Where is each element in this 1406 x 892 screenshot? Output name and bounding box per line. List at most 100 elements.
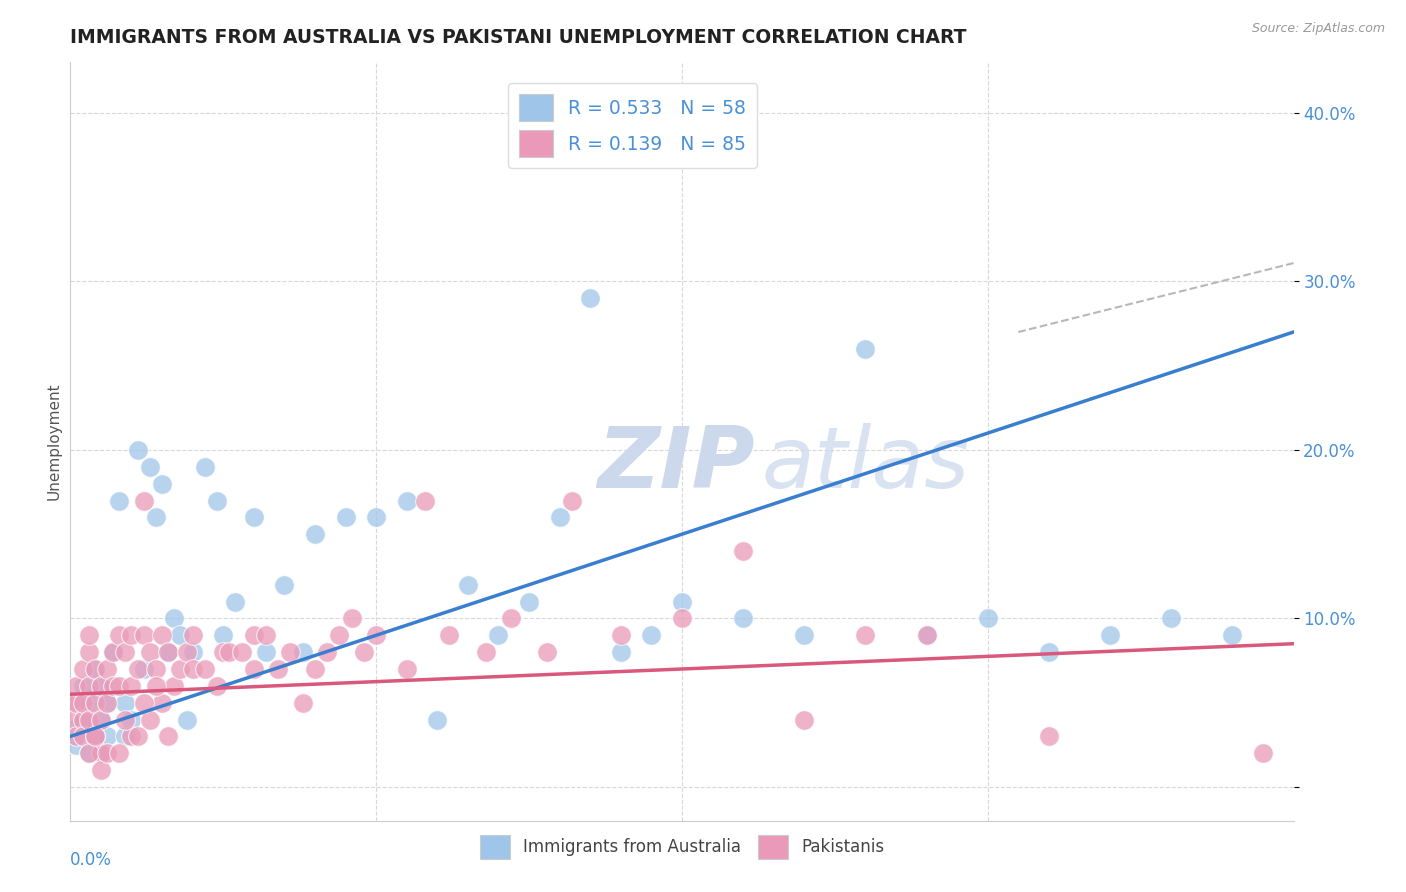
- Point: [139, 645, 162, 659]
- Point: [915, 628, 938, 642]
- Point: [59, 713, 82, 727]
- Point: [243, 510, 266, 524]
- Point: [96, 662, 118, 676]
- Point: [145, 679, 167, 693]
- Point: [671, 611, 693, 625]
- Legend: Immigrants from Australia, Pakistanis: Immigrants from Australia, Pakistanis: [472, 829, 891, 865]
- Point: [488, 628, 510, 642]
- Point: [176, 713, 198, 727]
- Point: [176, 645, 198, 659]
- Point: [475, 645, 498, 659]
- Point: [72, 730, 94, 744]
- Point: [132, 493, 155, 508]
- Point: [150, 696, 173, 710]
- Point: [273, 578, 295, 592]
- Point: [205, 493, 228, 508]
- Point: [413, 493, 436, 508]
- Point: [77, 645, 100, 659]
- Point: [77, 746, 100, 760]
- Point: [90, 679, 112, 693]
- Point: [121, 713, 143, 727]
- Point: [181, 628, 204, 642]
- Point: [194, 662, 217, 676]
- Point: [145, 510, 167, 524]
- Point: [366, 628, 388, 642]
- Point: [65, 696, 87, 710]
- Point: [90, 679, 112, 693]
- Point: [114, 696, 136, 710]
- Point: [114, 713, 136, 727]
- Point: [101, 645, 124, 659]
- Point: [212, 645, 235, 659]
- Point: [335, 510, 357, 524]
- Point: [733, 611, 755, 625]
- Point: [114, 645, 136, 659]
- Point: [108, 628, 131, 642]
- Point: [536, 645, 558, 659]
- Point: [243, 662, 266, 676]
- Point: [304, 662, 326, 676]
- Point: [304, 527, 326, 541]
- Point: [72, 679, 94, 693]
- Point: [108, 679, 131, 693]
- Point: [280, 645, 302, 659]
- Point: [77, 713, 100, 727]
- Point: [90, 763, 112, 777]
- Point: [108, 493, 131, 508]
- Point: [96, 730, 118, 744]
- Point: [65, 730, 87, 744]
- Point: [561, 493, 583, 508]
- Point: [855, 628, 877, 642]
- Point: [96, 746, 118, 760]
- Point: [1160, 611, 1182, 625]
- Point: [77, 696, 100, 710]
- Point: [231, 645, 253, 659]
- Point: [218, 645, 240, 659]
- Point: [353, 645, 375, 659]
- Point: [181, 645, 204, 659]
- Point: [1220, 628, 1243, 642]
- Point: [205, 679, 228, 693]
- Point: [83, 662, 105, 676]
- Point: [139, 459, 162, 474]
- Point: [157, 645, 180, 659]
- Point: [59, 696, 82, 710]
- Point: [121, 628, 143, 642]
- Point: [793, 713, 815, 727]
- Point: [395, 493, 418, 508]
- Point: [548, 510, 571, 524]
- Point: [77, 679, 100, 693]
- Point: [157, 730, 180, 744]
- Point: [243, 628, 266, 642]
- Point: [1099, 628, 1122, 642]
- Point: [150, 476, 173, 491]
- Point: [72, 713, 94, 727]
- Point: [90, 713, 112, 727]
- Point: [157, 645, 180, 659]
- Point: [212, 628, 235, 642]
- Point: [733, 544, 755, 558]
- Text: Source: ZipAtlas.com: Source: ZipAtlas.com: [1251, 22, 1385, 36]
- Point: [340, 611, 363, 625]
- Point: [254, 645, 277, 659]
- Point: [90, 746, 112, 760]
- Point: [457, 578, 479, 592]
- Point: [163, 611, 186, 625]
- Point: [90, 746, 112, 760]
- Point: [65, 738, 87, 752]
- Point: [915, 628, 938, 642]
- Point: [426, 713, 449, 727]
- Point: [101, 645, 124, 659]
- Point: [610, 645, 633, 659]
- Point: [254, 628, 277, 642]
- Point: [83, 730, 105, 744]
- Point: [976, 611, 998, 625]
- Point: [145, 662, 167, 676]
- Point: [517, 594, 540, 608]
- Point: [72, 713, 94, 727]
- Point: [132, 696, 155, 710]
- Point: [65, 721, 87, 735]
- Point: [150, 628, 173, 642]
- Point: [121, 679, 143, 693]
- Point: [65, 679, 87, 693]
